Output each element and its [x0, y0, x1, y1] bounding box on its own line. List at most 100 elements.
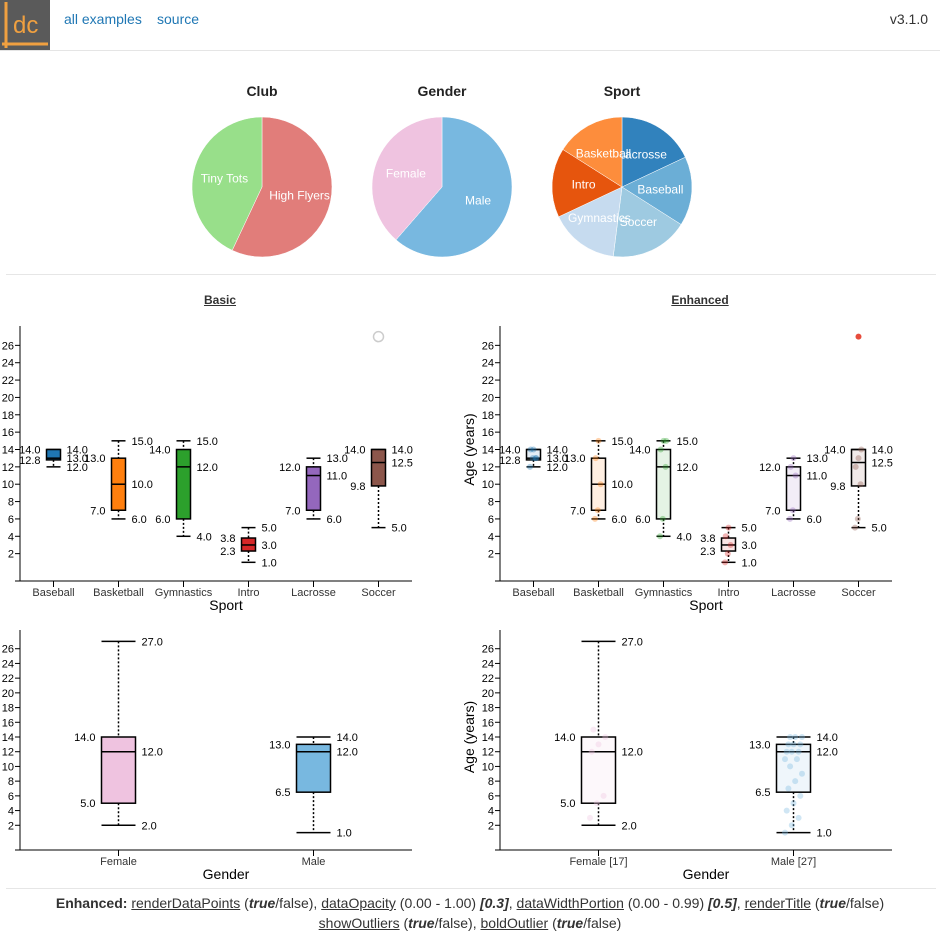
data-opacity-option[interactable]: dataOpacity	[321, 895, 396, 911]
pie-label-baseball: Baseball	[637, 182, 683, 196]
data-point-male-27	[788, 748, 795, 755]
y-tick-label: 12	[482, 462, 494, 474]
render-data-points-option[interactable]: renderDataPoints	[131, 895, 241, 911]
x-tick-label-lacrosse: Lacrosse	[771, 587, 816, 599]
median-label-female: 12.0	[142, 747, 163, 759]
max-label-lacrosse: 13.0	[327, 453, 348, 465]
min-label-female-17: 2.0	[622, 820, 637, 832]
y-tick-label: 2	[488, 549, 494, 561]
q1-label-lacrosse: 7.0	[765, 505, 780, 517]
x-tick-label-gymnastics: Gymnastics	[155, 587, 213, 599]
data-point-male-27	[797, 792, 804, 799]
data-point-gymnastics	[657, 446, 664, 453]
box-lacrosse	[305, 466, 322, 512]
min-label-lacrosse: 6.0	[807, 514, 822, 526]
median-label-male: 12.0	[337, 747, 358, 759]
y-tick-label: 12	[2, 747, 14, 759]
q3-label-baseball: 14.0	[499, 445, 520, 457]
dc-logo[interactable]: dc	[0, 0, 50, 50]
data-point-male-27	[795, 814, 802, 821]
q3-label-intro: 3.8	[220, 533, 235, 545]
y-tick-label: 8	[8, 776, 14, 788]
q3-label-soccer: 14.0	[824, 445, 845, 457]
median-label-intro: 3.0	[742, 540, 757, 552]
data-point-male-27	[787, 734, 794, 740]
q3-label-intro: 3.8	[700, 533, 715, 545]
median-label-basketball: 10.0	[612, 479, 633, 491]
pie-slice-soccer[interactable]	[612, 186, 682, 258]
box-baseball	[45, 448, 62, 461]
q1-label-lacrosse: 7.0	[285, 505, 300, 517]
show-outliers-option[interactable]: showOutliers	[318, 915, 400, 931]
divider	[6, 888, 936, 889]
pie-slice-intro[interactable]	[551, 149, 623, 218]
y-tick-label: 4	[488, 531, 494, 543]
q1-label-soccer: 9.8	[830, 481, 845, 493]
gender-pie-title: Gender	[417, 83, 467, 99]
data-point-baseball	[530, 446, 537, 453]
pie-slice-gymnastics[interactable]	[558, 186, 623, 257]
y-axis-title: Age (years)	[462, 413, 477, 485]
data-point-male-27	[787, 763, 794, 770]
source-link[interactable]: source	[157, 11, 200, 27]
x-tick-label-male-27: Male [27]	[771, 856, 816, 868]
data-point-gymnastics	[659, 515, 666, 522]
data-point-gymnastics	[657, 533, 663, 540]
data-width-portion-option[interactable]: dataWidthPortion	[516, 895, 624, 911]
data-point-male-27	[783, 748, 790, 755]
pie-label-male: Male	[465, 193, 491, 207]
data-point-lacrosse	[790, 455, 797, 462]
gender-pie-chart[interactable]: Male Female	[370, 115, 514, 259]
all-examples-link[interactable]: all examples	[64, 11, 142, 27]
y-tick-label: 26	[482, 340, 494, 352]
y-tick-label: 26	[482, 644, 494, 656]
y-tick-label: 26	[2, 340, 14, 352]
min-label-basketball: 6.0	[132, 514, 147, 526]
q3-label-basketball: 13.0	[564, 453, 585, 465]
min-label-gymnastics: 4.0	[677, 531, 692, 543]
pie-slice-basketball[interactable]	[562, 116, 623, 188]
max-label-intro: 5.0	[742, 523, 757, 535]
club-pie-title: Club	[246, 83, 278, 99]
data-point-male-27	[785, 785, 792, 792]
data-point-male-27	[799, 734, 805, 740]
enhanced-label: Enhanced:	[55, 895, 128, 911]
pie-slice-baseball[interactable]	[621, 156, 693, 225]
box-gymnastics	[655, 448, 672, 520]
x-tick-label-baseball: Baseball	[32, 587, 74, 599]
median-label-gymnastics: 12.0	[197, 462, 218, 474]
pie-slice-male[interactable]	[395, 116, 513, 258]
q1-label-male-27: 6.5	[755, 787, 770, 799]
max-label-gymnastics: 15.0	[677, 436, 698, 448]
data-point-baseball	[527, 463, 533, 470]
box-baseball	[525, 448, 542, 461]
bold-outlier-option[interactable]: boldOutlier	[480, 915, 549, 931]
data-point-female-17	[587, 814, 593, 821]
pie-slice-female[interactable]	[371, 116, 443, 241]
y-tick-label: 4	[488, 806, 494, 818]
median-label-gymnastics: 12.0	[677, 462, 698, 474]
club-pie-chart[interactable]: High Flyers Tiny Tots	[190, 115, 334, 259]
pie-label-soccer: Soccer	[620, 215, 657, 229]
y-tick-label: 6	[8, 791, 14, 803]
median-label-basketball: 10.0	[132, 479, 153, 491]
pie-slice-tiny-tots[interactable]	[191, 116, 263, 251]
y-tick-label: 4	[8, 806, 14, 818]
q1-label-gymnastics: 6.0	[155, 514, 170, 526]
pie-slice-high-flyers[interactable]	[231, 116, 333, 258]
enhanced-sport-boxplot: 2468101214161820222426Baseball14.013.012…	[462, 326, 893, 613]
data-point-male-27	[788, 822, 795, 829]
y-tick-label: 10	[482, 761, 494, 773]
pie-slice-lacrosse[interactable]	[621, 116, 686, 188]
y-tick-label: 8	[488, 776, 494, 788]
min-label-soccer: 5.0	[872, 523, 887, 535]
y-tick-label: 18	[482, 410, 494, 422]
q3-label-male: 13.0	[269, 739, 290, 751]
min-label-intro: 1.0	[262, 557, 277, 569]
max-label-basketball: 15.0	[132, 436, 153, 448]
render-title-option[interactable]: renderTitle	[744, 895, 811, 911]
y-tick-label: 26	[2, 644, 14, 656]
data-point-lacrosse	[787, 463, 794, 470]
